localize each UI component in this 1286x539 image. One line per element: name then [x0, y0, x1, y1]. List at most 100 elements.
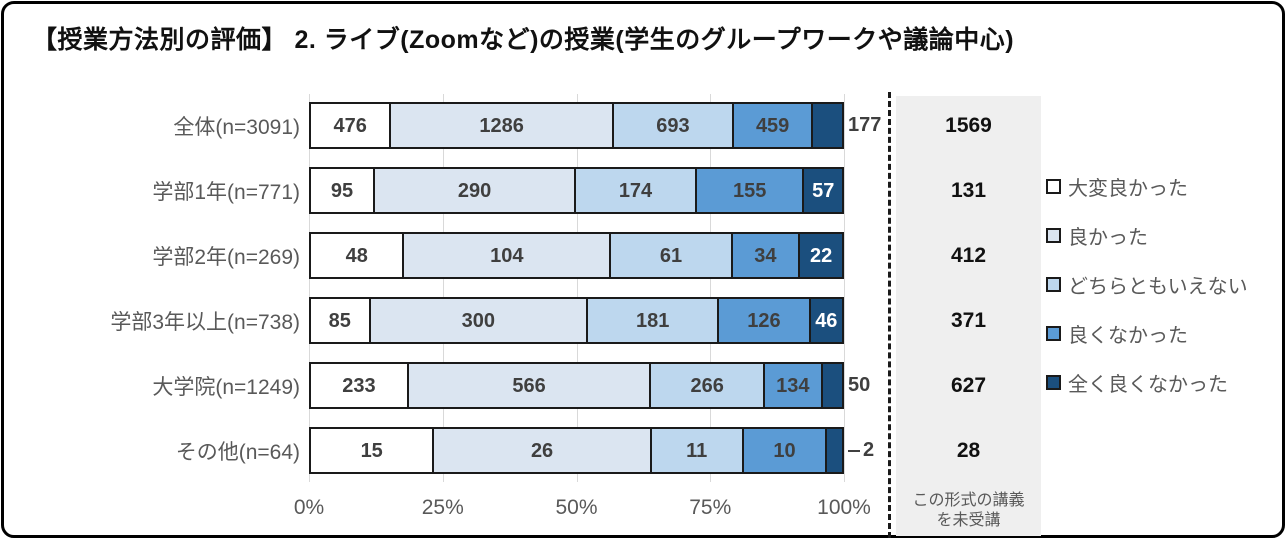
- segment-value: 1286: [479, 114, 524, 137]
- gridline: [844, 94, 845, 482]
- segment-value: 48: [345, 244, 368, 267]
- bar-segment: 85: [309, 297, 371, 344]
- bar-segment: [822, 362, 844, 409]
- segment-value: 85: [328, 309, 351, 332]
- not-attended-value: 1569: [945, 113, 992, 137]
- x-axis-tick: 100%: [817, 496, 871, 519]
- segment-value: 693: [656, 114, 690, 137]
- bar-segment: 459: [733, 102, 814, 149]
- bar-segment: 233: [309, 362, 409, 409]
- segment-value: 300: [461, 309, 496, 332]
- bar-segment: 26: [434, 427, 652, 474]
- bar-segment: 22: [800, 232, 844, 279]
- segment-value: 26: [530, 439, 554, 462]
- segment-value: 266: [690, 374, 724, 397]
- legend-item: 良くなかった: [1046, 321, 1188, 347]
- bar-segment: 104: [404, 232, 612, 279]
- legend-item: 全く良くなかった: [1046, 370, 1228, 396]
- not-attended-caption: この形式の講義 を未受講: [896, 491, 1041, 531]
- not-attended-value: 627: [950, 373, 987, 397]
- x-axis-tick: 50%: [555, 496, 598, 519]
- category-label: 大学院(n=1249): [152, 375, 300, 399]
- leader-line: [848, 449, 860, 452]
- segment-value: 476: [333, 114, 367, 137]
- segment-value: 57: [812, 179, 835, 202]
- bar-segment: 11: [651, 427, 744, 474]
- segment-value: 181: [636, 309, 670, 332]
- gridline: [309, 94, 310, 482]
- legend-item: 大変良かった: [1046, 174, 1188, 200]
- legend-label: 良かった: [1068, 226, 1148, 249]
- legend-label: 良くなかった: [1068, 324, 1188, 347]
- x-axis-tick: 25%: [421, 496, 464, 519]
- segment-value: 10: [773, 439, 796, 462]
- bar-segment: [813, 102, 844, 149]
- bar-segment: 46: [810, 297, 844, 344]
- bar-segment: 61: [611, 232, 733, 279]
- bar-segment: 476: [309, 102, 392, 149]
- segment-value: 22: [809, 244, 833, 267]
- legend-label: 大変良かった: [1068, 177, 1188, 200]
- legend-label: 全く良くなかった: [1068, 373, 1228, 396]
- not-attended-column: [896, 96, 1041, 536]
- category-label: その他(n=64): [175, 440, 300, 464]
- segment-value-outside: 50: [848, 374, 871, 396]
- legend-swatch-icon: [1046, 276, 1061, 292]
- segment-value: 134: [776, 374, 810, 397]
- bar-segment: 693: [613, 102, 734, 149]
- bar-segment: 1286: [391, 102, 614, 149]
- category-label: 全体(n=3091): [173, 115, 300, 139]
- bar-segment: 181: [588, 297, 720, 344]
- legend-item: 良かった: [1046, 223, 1148, 249]
- separator-dashed-line: [888, 92, 891, 538]
- gridline: [442, 94, 444, 482]
- segment-value: 11: [686, 439, 708, 462]
- segment-value: 34: [754, 244, 777, 267]
- gridline: [576, 94, 578, 482]
- bar-segment: 57: [804, 167, 844, 214]
- bar-segment: [827, 427, 844, 474]
- not-attended-value: 412: [950, 243, 987, 267]
- legend-swatch-icon: [1046, 227, 1061, 243]
- category-label: 学部2年(n=269): [152, 245, 300, 269]
- not-attended-value: 371: [950, 308, 987, 332]
- legend-swatch-icon: [1046, 178, 1061, 194]
- segment-value: 155: [732, 179, 767, 202]
- not-attended-caption-line1: この形式の講義: [912, 492, 1025, 509]
- category-label: 学部3年以上(n=738): [110, 310, 300, 334]
- bar-segment: 134: [765, 362, 823, 409]
- segment-value: 61: [659, 244, 683, 267]
- x-axis-tick: 75%: [689, 496, 732, 519]
- not-attended-value: 131: [950, 178, 987, 202]
- not-attended-caption-line2: を未受講: [936, 512, 1001, 529]
- bar-segment: 300: [370, 297, 589, 344]
- bar-segment: 95: [309, 167, 375, 214]
- legend-swatch-icon: [1046, 374, 1061, 390]
- segment-value: 95: [330, 179, 354, 202]
- segment-value: 290: [457, 179, 492, 202]
- segment-value: 566: [512, 374, 546, 397]
- bar-segment: 34: [732, 232, 801, 279]
- bar-segment: 10: [743, 427, 828, 474]
- segment-value: 104: [490, 244, 524, 267]
- segment-value-outside: 177: [848, 114, 882, 136]
- segment-value: 174: [618, 179, 653, 202]
- x-axis-tick: 0%: [293, 496, 325, 519]
- legend-item: どちらともいえない: [1046, 272, 1248, 298]
- bar-segment: 155: [696, 167, 805, 214]
- segment-value: 15: [360, 439, 383, 462]
- bar-segment: 266: [651, 362, 766, 409]
- segment-value: 126: [747, 309, 781, 332]
- not-attended-value: 28: [956, 438, 981, 462]
- segment-value: 233: [342, 374, 376, 397]
- segment-value-outside: 2: [848, 427, 874, 474]
- legend-swatch-icon: [1046, 325, 1061, 341]
- bar-segment: 15: [309, 427, 435, 474]
- category-label: 学部1年(n=771): [152, 180, 300, 204]
- segment-value: 459: [755, 114, 790, 137]
- bar-segment: 566: [408, 362, 652, 409]
- bar-segment: 290: [374, 167, 577, 214]
- legend-label: どちらともいえない: [1068, 275, 1248, 298]
- chart-title: 【授業方法別の評価】 2. ライブ(Zoomなど)の授業(学生のグループワークや…: [32, 26, 1015, 54]
